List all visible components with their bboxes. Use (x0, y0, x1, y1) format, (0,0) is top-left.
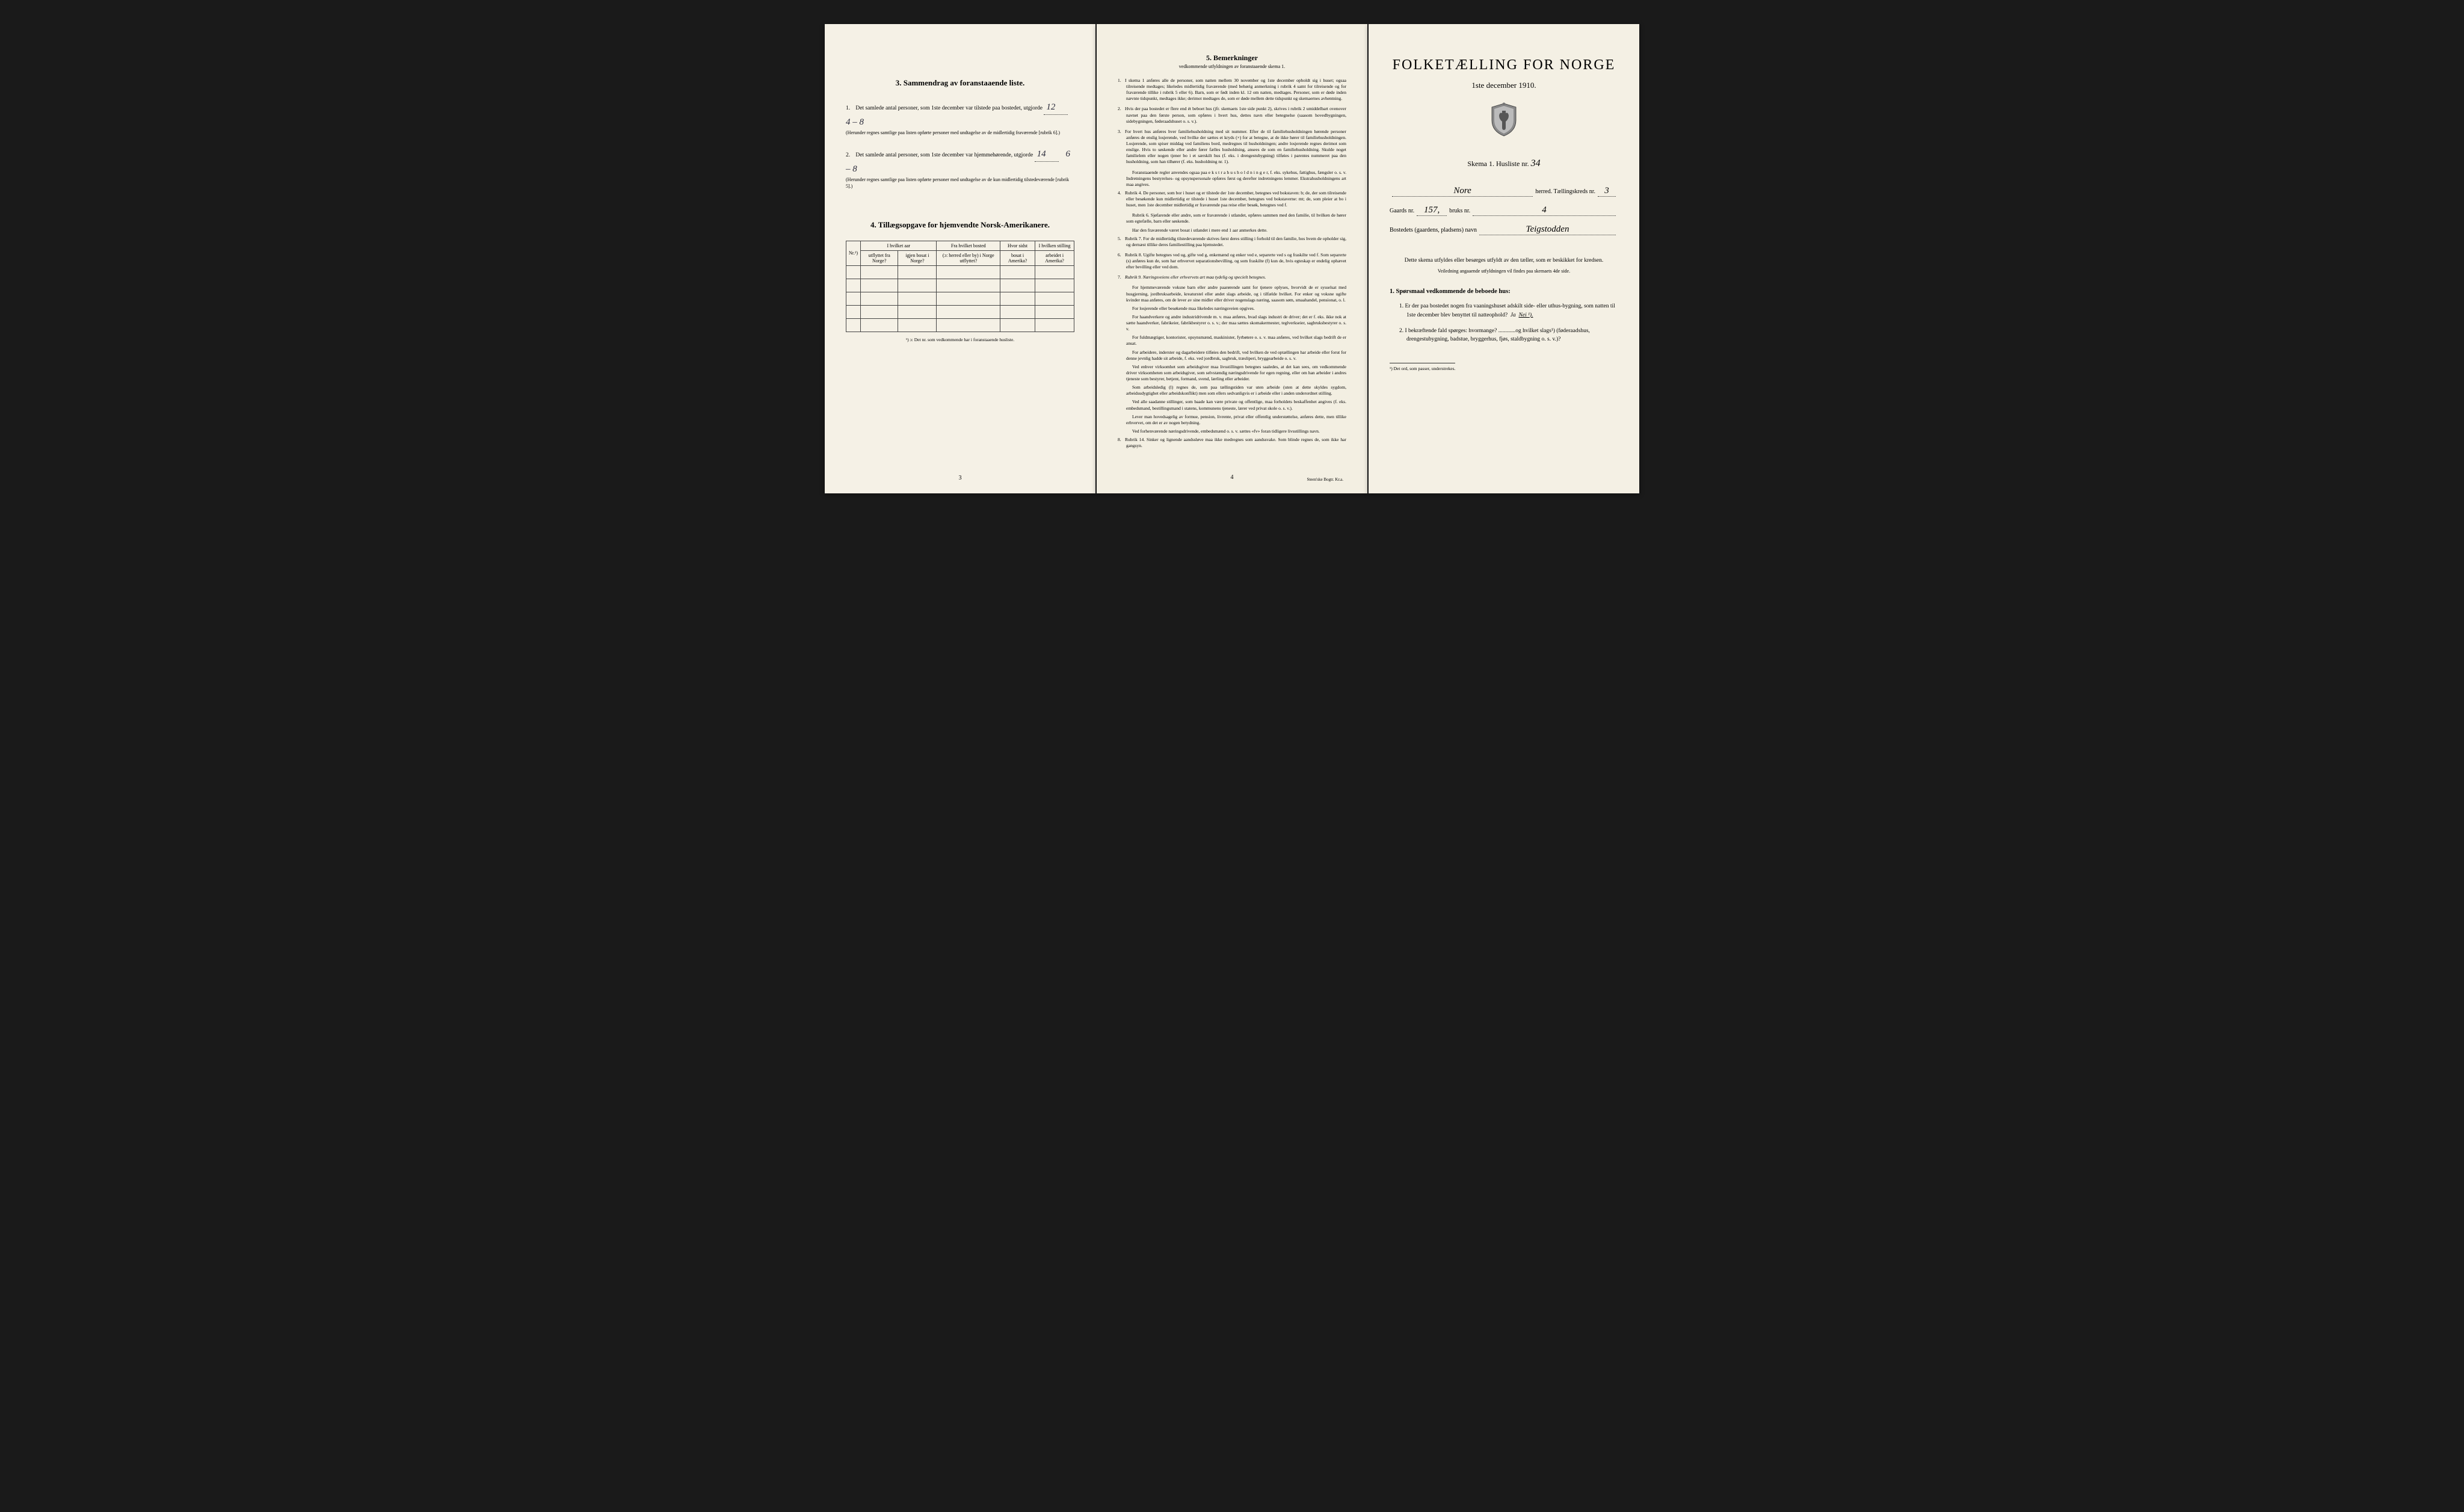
section-5-subtitle: vedkommende utfyldningen av foranstaaend… (1118, 64, 1346, 70)
th-arbeidet: arbeidet i Amerika? (1035, 250, 1074, 265)
remark-7: 7.Rubrik 9. Næringsveiens eller erhverve… (1118, 274, 1346, 280)
summary-1-text: Det samlede antal personer, som 1ste dec… (855, 105, 1043, 111)
section-3-heading: 3. Sammendrag av foranstaaende liste. (846, 78, 1074, 88)
remark-7-sub7: Som arbeidsledig (l) regnes de, som paa … (1126, 384, 1346, 397)
bosted-value: Teigstodden (1479, 224, 1616, 235)
herred-value: Nore (1392, 186, 1533, 197)
answer-nei: Nei ¹). (1519, 312, 1533, 318)
herred-line: Nore herred. Tællingskreds nr. 3 (1390, 186, 1618, 197)
remark-1: 1.I skema 1 anføres alle de personer, so… (1118, 78, 1346, 102)
summary-1-value: 12 (1044, 100, 1068, 115)
page-number-3: 3 (959, 475, 962, 481)
remark-6: 6.Rubrik 8. Ugifte betegnes ved ug, gift… (1118, 252, 1346, 270)
remark-7-sub6: Ved enhver virksomhet som arbeidsgiver m… (1126, 364, 1346, 382)
instructions: Dette skema utfyldes eller besørges utfy… (1390, 256, 1618, 265)
summary-1-extra: 4 – 8 (846, 117, 864, 127)
remark-2: 2.Hvis der paa bostedet er flere end ét … (1118, 106, 1346, 124)
th-utflyttet: utflyttet fra Norge? (861, 250, 898, 265)
th-amerika: bosat i Amerika? (1000, 250, 1035, 265)
question-heading: 1. Spørsmaal vedkommende de beboede hus: (1390, 288, 1618, 295)
table-row (846, 318, 1074, 332)
section-4-heading: 4. Tillægsopgave for hjemvendte Norsk-Am… (846, 220, 1074, 230)
summary-2-value: 14 (1035, 147, 1059, 162)
remark-4: 4.Rubrik 4. De personer, som bor i huset… (1118, 190, 1346, 208)
remark-7-sub1: For hjemmeværende voksne barn eller andr… (1126, 285, 1346, 303)
husliste-number: 34 (1531, 158, 1541, 168)
gaards-line: Gaards nr. 157, bruks nr. 4 (1390, 205, 1618, 216)
th-bosted-top: Fra hvilket bosted (937, 241, 1000, 250)
remark-7-sub3: For haandverkere og andre industridriven… (1126, 314, 1346, 332)
remark-7-sub2: For losjerende eller besøkende maa likel… (1126, 306, 1346, 312)
tillaeg-tbody (846, 265, 1074, 332)
question-2: 2. I bekræftende fald spørges: hvormange… (1399, 327, 1618, 344)
kreds-number: 3 (1598, 186, 1616, 197)
th-nr: Nr.¹) (846, 241, 861, 265)
remark-7-sub9: Lever man hovedsagelig av formue, pensio… (1126, 414, 1346, 426)
table-row (846, 279, 1074, 292)
summary-2-text: Det samlede antal personer, som 1ste dec… (855, 152, 1033, 158)
main-title: FOLKETÆLLING FOR NORGE (1390, 57, 1618, 73)
tillaeg-table: Nr.¹) I hvilket aar Fra hvilket bosted H… (846, 241, 1074, 332)
th-aar: I hvilket aar (861, 241, 937, 250)
table-row (846, 292, 1074, 305)
question-1: 1. Er der paa bostedet nogen fra vaaning… (1399, 302, 1618, 319)
remark-7-sub5: For arbeidere, inderster og dagarbeidere… (1126, 350, 1346, 362)
summary-item-2: 2. Det samlede antal personer, som 1ste … (846, 147, 1074, 190)
page-number-4: 4 (1231, 474, 1234, 482)
page-cover: FOLKETÆLLING FOR NORGE 1ste december 191… (1369, 24, 1639, 493)
page-3: 3. Sammendrag av foranstaaende liste. 1.… (825, 24, 1095, 493)
th-bosted: (ɔ: herred eller by) i Norge utflyttet? (937, 250, 1000, 265)
page-4: 5. Bemerkninger vedkommende utfyldningen… (1097, 24, 1367, 493)
remark-7-sub4: For fuldmægtiger, kontorister, opsynsmæn… (1126, 335, 1346, 347)
remark-7-sub8: Ved alle saadanne stillinger, som baade … (1126, 399, 1346, 411)
summary-item-1: 1. Det samlede antal personer, som 1ste … (846, 100, 1074, 136)
printer-line: Steen'ske Bogtr. Kr.a. (1307, 477, 1343, 483)
coat-of-arms-icon (1390, 102, 1618, 140)
remark-4-sub2: Har den fraværende været bosat i utlande… (1126, 227, 1346, 233)
gaards-number: 157, (1417, 205, 1447, 216)
bosted-line: Bostedets (gaardens, pladsens) navn Teig… (1390, 224, 1618, 235)
th-bosat: igjen bosat i Norge? (898, 250, 937, 265)
table-row (846, 265, 1074, 279)
summary-2-note: (Herunder regnes samtlige paa listen opf… (846, 176, 1074, 190)
th-sidst-top: Hvor sidst (1000, 241, 1035, 250)
table-footnote: ¹) ɔ: Det nr. som vedkommende har i fora… (846, 337, 1074, 342)
remark-7-sub10: Ved forhenværende næringsdrivende, embed… (1126, 428, 1346, 434)
instructions-small: Veiledning angaaende utfyldningen vil fi… (1390, 268, 1618, 274)
skema-heading: Skema 1. Husliste nr. 34 (1390, 158, 1618, 169)
remark-3-sub: Foranstaaende regler anvendes ogsaa paa … (1126, 170, 1346, 188)
remark-8: 8.Rubrik 14. Sinker og lignende aandsslø… (1118, 437, 1346, 449)
bruks-number: 4 (1473, 205, 1616, 216)
remark-3: 3.For hvert hus anføres hver familiehush… (1118, 129, 1346, 165)
summary-1-note: (Herunder regnes samtlige paa listen opf… (846, 129, 1074, 136)
table-row (846, 305, 1074, 318)
footnote-right: ¹) Det ord, som passer, understrekes. (1390, 363, 1455, 371)
document-spread: 3. Sammendrag av foranstaaende liste. 1.… (825, 24, 1639, 493)
remark-4-sub1: Rubrik 6. Sjøfarende eller andre, som er… (1126, 212, 1346, 224)
th-stilling-top: I hvilken stilling (1035, 241, 1074, 250)
section-5-heading: 5. Bemerkninger (1118, 53, 1346, 63)
census-date: 1ste december 1910. (1390, 81, 1618, 90)
remark-5: 5.Rubrik 7. For de midlertidig tilstedev… (1118, 236, 1346, 248)
